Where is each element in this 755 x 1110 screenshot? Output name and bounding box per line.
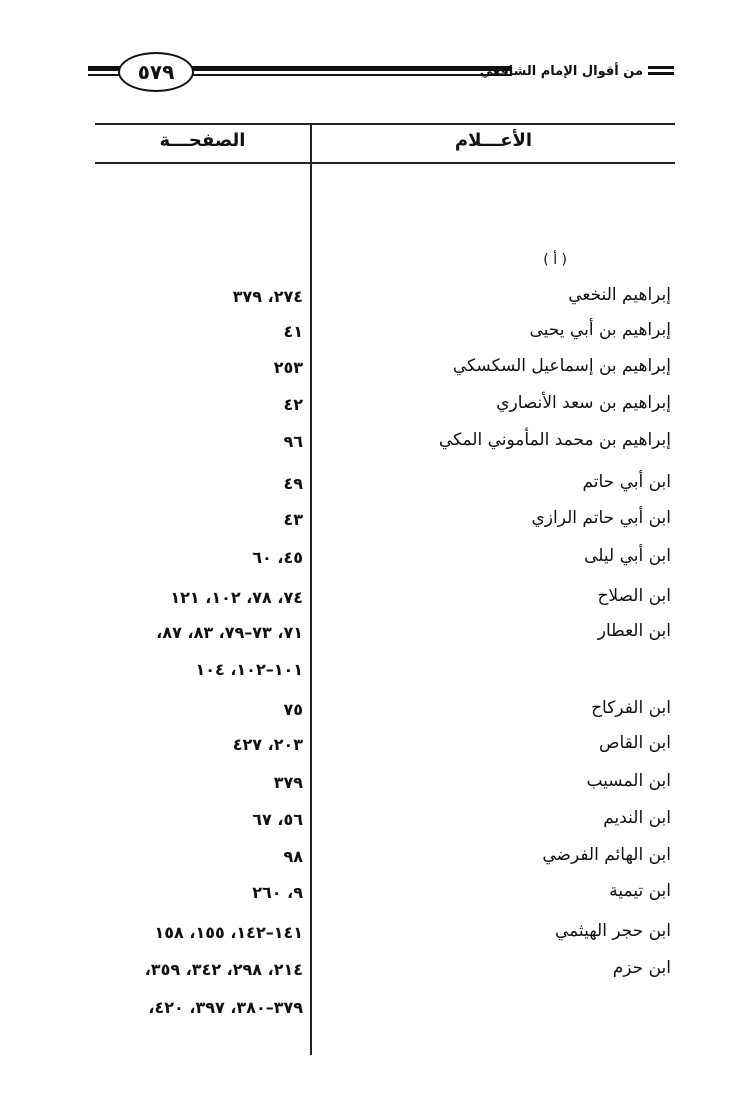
index-entry-pages: ٩، ٢٦٠ (252, 883, 303, 902)
index-entry-pages: ٤٩ (283, 474, 303, 493)
index-entry-pages: ٤٣ (283, 510, 303, 529)
index-entry-pages: ١٠١–١٠٢، ١٠٤ (195, 660, 303, 679)
index-entry-name: إبراهيم بن محمد المأموني المكي (438, 430, 671, 450)
index-entry-name: ابن تيمية (609, 881, 671, 901)
index-entry-name: إبراهيم بن إسماعيل السكسكي (452, 356, 671, 376)
book-title: من أقوال الإمام الشافعي (479, 64, 643, 79)
page-number: ٥٧٩ (118, 52, 194, 92)
table-top-rule (95, 123, 675, 125)
index-entry-name: ابن أبي حاتم الرازي (531, 508, 672, 528)
index-entry-name: ابن الصلاح (597, 586, 671, 606)
index-entry-name: ابن أبي حاتم (582, 472, 671, 492)
index-entry-pages: ٧٤، ٧٨، ١٠٢، ١٢١ (170, 588, 303, 607)
index-entry-name: إبراهيم بن أبي يحيى (529, 320, 671, 340)
index-entry-name: إبراهيم بن سعد الأنصاري (496, 393, 671, 413)
header-rule-right2 (648, 72, 674, 75)
column-divider (310, 123, 312, 1055)
index-entry-pages: ٤١ (283, 322, 303, 341)
index-entry-pages: ٩٨ (283, 847, 303, 866)
index-entry-pages: ٧١، ٧٣–٧٩، ٨٣، ٨٧، (156, 623, 303, 642)
index-entry-pages: ١٤١–١٤٢، ١٥٥، ١٥٨ (154, 923, 303, 942)
index-entry-pages: ٢١٤، ٢٩٨، ٣٤٢، ٣٥٩، (144, 960, 303, 979)
index-entry-name: ابن أبي ليلى (584, 546, 671, 566)
index-entry-pages: ٩٦ (283, 432, 303, 451)
header-rule-left-thin (88, 74, 128, 76)
index-entry-pages: ٤٢ (283, 395, 303, 414)
index-entry-name: ابن النديم (603, 808, 671, 828)
index-entry-pages: ٥٦، ٦٧ (252, 810, 303, 829)
index-entry-name: ابن العطار (597, 621, 671, 641)
header-rule-middle-thin (180, 74, 512, 76)
header-rule-right (648, 66, 674, 69)
index-entry-pages: ٣٧٩ (273, 773, 303, 792)
index-entry-name: ابن الفركاح (591, 698, 671, 718)
index-entry-pages: ٤٥، ٦٠ (252, 548, 303, 567)
index-entry-name: إبراهيم النخعي (568, 285, 671, 305)
section-letter: ( أ ) (543, 252, 567, 268)
header-rule-middle (180, 66, 512, 71)
column-header-names: الأعـــلام (454, 130, 533, 151)
index-entry-name: ابن المسيب (586, 771, 671, 791)
index-entry-name: ابن حزم (612, 958, 671, 978)
index-entry-pages: ٧٥ (283, 700, 303, 719)
table-header-rule (95, 162, 675, 164)
index-entry-name: ابن الهائم الفرضي (542, 845, 671, 865)
index-entry-pages: ٢٥٣ (273, 358, 303, 377)
index-entry-pages: ٣٧٩–٣٨٠، ٣٩٧، ٤٢٠، (148, 998, 303, 1017)
index-entry-name: ابن حجر الهيثمي (554, 921, 671, 941)
index-entry-name: ابن القاص (598, 733, 671, 753)
index-entry-pages: ٢٠٣، ٤٢٧ (232, 735, 303, 754)
header-rule-left (88, 66, 128, 71)
column-header-pages: الصفحـــة (159, 130, 246, 151)
index-entry-pages: ٢٧٤، ٣٧٩ (232, 287, 303, 306)
